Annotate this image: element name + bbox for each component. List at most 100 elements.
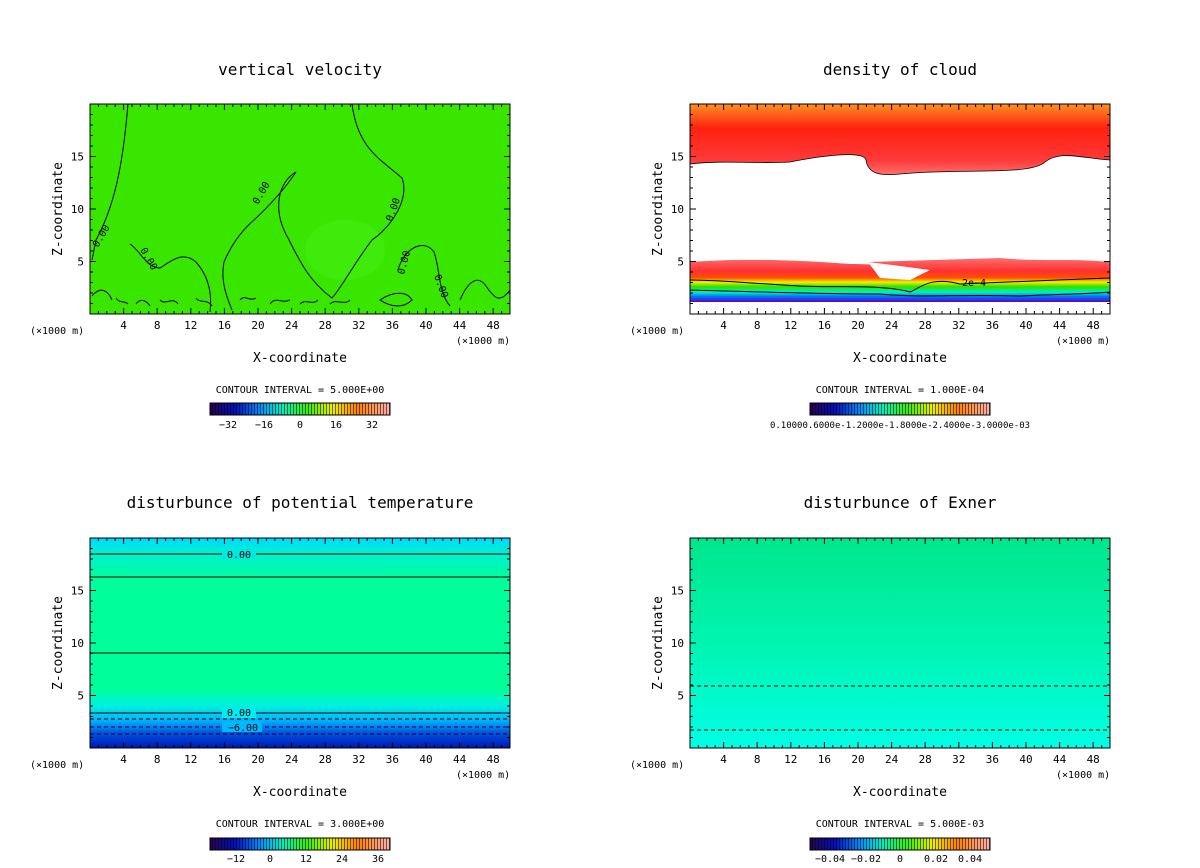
y-tick-label: 5 bbox=[677, 256, 684, 269]
x-tick-label: 16 bbox=[218, 753, 231, 766]
x-tick-label: 4 bbox=[120, 753, 127, 766]
x-unit-left: (×1000 m) bbox=[630, 326, 684, 337]
x-tick-label: 24 bbox=[885, 753, 899, 766]
x-tick-label: 36 bbox=[386, 319, 399, 332]
colorbar-stripes bbox=[210, 403, 390, 415]
x-tick-label: 16 bbox=[818, 753, 831, 766]
plot-area: 0.00 0.00 0.00 0.00 0.00 0.00 bbox=[89, 103, 511, 315]
contour-lines bbox=[90, 553, 510, 735]
cloud-lower-notch bbox=[868, 262, 930, 280]
colorbar-frame bbox=[209, 837, 391, 851]
panel-potential-temperature: disturbunce of potential temperature 0.0… bbox=[30, 493, 511, 865]
contour-line bbox=[91, 103, 129, 261]
panel-title: density of cloud bbox=[823, 60, 977, 79]
y-tick-label: 5 bbox=[77, 690, 84, 703]
x-tick-label: 20 bbox=[251, 319, 264, 332]
colorbar-stripes bbox=[210, 838, 390, 850]
x-axis-label: X-coordinate bbox=[253, 351, 347, 366]
x-tick-label: 20 bbox=[251, 753, 264, 766]
x-tick-label: 16 bbox=[218, 319, 231, 332]
contour-lines bbox=[91, 103, 511, 313]
colorbar bbox=[209, 402, 391, 416]
x-tick-label: 44 bbox=[1053, 753, 1067, 766]
contour-line bbox=[689, 289, 1111, 297]
x-tick-label: 28 bbox=[919, 753, 932, 766]
y-tick-label: 5 bbox=[77, 256, 84, 269]
panel-vertical-velocity: vertical velocity 0.00 0.00 0.00 0.00 0.… bbox=[30, 60, 511, 431]
x-tick-label: 48 bbox=[487, 753, 500, 766]
x-tick-label: 40 bbox=[419, 319, 432, 332]
contour-lines bbox=[690, 685, 1110, 731]
contour-line bbox=[397, 245, 451, 307]
x-tick-label: 8 bbox=[154, 753, 161, 766]
cloud-upper-layer bbox=[690, 104, 1110, 175]
colorbar-tick: −0.02 bbox=[851, 854, 881, 865]
field-background bbox=[90, 104, 510, 314]
x-tick-label: 36 bbox=[986, 319, 999, 332]
colorbar-tick: 0 bbox=[897, 854, 903, 865]
x-unit-left: (×1000 m) bbox=[630, 760, 684, 771]
colorbar-tick: −0.04 bbox=[815, 854, 845, 865]
x-tick-label: 24 bbox=[885, 319, 899, 332]
x-tick-label: 32 bbox=[352, 753, 365, 766]
x-axis-label: X-coordinate bbox=[853, 351, 947, 366]
x-tick-label: 24 bbox=[285, 753, 299, 766]
x-tick-label: 28 bbox=[319, 319, 332, 332]
contour-label-bg bbox=[222, 721, 262, 732]
panel-title: disturbunce of potential temperature bbox=[127, 493, 474, 512]
colorbar-tick: 0 bbox=[297, 420, 303, 431]
contour-line bbox=[129, 243, 212, 313]
x-tick-label: 36 bbox=[986, 753, 999, 766]
field-blob bbox=[305, 220, 385, 280]
x-tick-label: 8 bbox=[754, 753, 761, 766]
colorbar-tick: −16 bbox=[255, 420, 273, 431]
x-unit-right: (×1000 m) bbox=[1056, 770, 1110, 781]
colorbar-tick: 36 bbox=[372, 854, 384, 865]
x-tick-label: 4 bbox=[120, 319, 127, 332]
x-tick-label: 44 bbox=[453, 319, 467, 332]
colorbar-frame bbox=[809, 837, 991, 851]
x-tick-label: 36 bbox=[386, 753, 399, 766]
x-tick-label: 12 bbox=[184, 753, 197, 766]
x-tick-label: 48 bbox=[1087, 753, 1100, 766]
y-tick-label: 15 bbox=[71, 585, 84, 598]
cloud-lower-layer bbox=[690, 258, 1110, 302]
contour-line bbox=[689, 277, 1111, 293]
colorbar-label: CONTOUR INTERVAL = 5.000E-03 bbox=[816, 819, 985, 830]
colorbar-tick: 32 bbox=[366, 420, 378, 431]
x-tick-label: 28 bbox=[319, 753, 332, 766]
contour-line bbox=[91, 289, 351, 307]
colorbar-ticks: −0.04 −0.02 0 0.02 0.04 bbox=[815, 854, 982, 865]
y-axis-label: Z-coordinate bbox=[51, 162, 66, 256]
plot-area: 2e−4 bbox=[689, 103, 1111, 315]
x-tick-label: 44 bbox=[1053, 319, 1067, 332]
y-axis-label: Z-coordinate bbox=[651, 162, 666, 256]
colorbar-frame bbox=[209, 402, 391, 416]
y-tick-label: 15 bbox=[671, 585, 684, 598]
x-tick-label: 20 bbox=[851, 753, 864, 766]
x-tick-label: 20 bbox=[851, 319, 864, 332]
contour-label: 0.00 bbox=[227, 550, 251, 561]
contour-line bbox=[379, 292, 413, 307]
contour-lines bbox=[689, 277, 1111, 297]
panel-title: disturbunce of Exner bbox=[804, 493, 997, 512]
colorbar bbox=[809, 837, 991, 851]
x-tick-label: 44 bbox=[453, 753, 467, 766]
colorbar-tick: 0.10000.6000e-1.2000e-1.8000e-2.4000e-3.… bbox=[770, 421, 1030, 431]
colorbar-label: CONTOUR INTERVAL = 1.000E-04 bbox=[816, 385, 985, 396]
plot-area bbox=[689, 537, 1111, 749]
x-tick-label: 48 bbox=[1087, 319, 1100, 332]
colorbar-label: CONTOUR INTERVAL = 3.000E+00 bbox=[216, 819, 385, 830]
colorbar bbox=[209, 837, 391, 851]
x-tick-label: 40 bbox=[1019, 753, 1032, 766]
colorbar-label: CONTOUR INTERVAL = 5.000E+00 bbox=[216, 385, 385, 396]
x-tick-label: 8 bbox=[154, 319, 161, 332]
y-tick-label: 10 bbox=[71, 203, 84, 216]
y-tick-label: 5 bbox=[677, 690, 684, 703]
colorbar-ticks: 0.10000.6000e-1.2000e-1.8000e-2.4000e-3.… bbox=[770, 421, 1030, 431]
